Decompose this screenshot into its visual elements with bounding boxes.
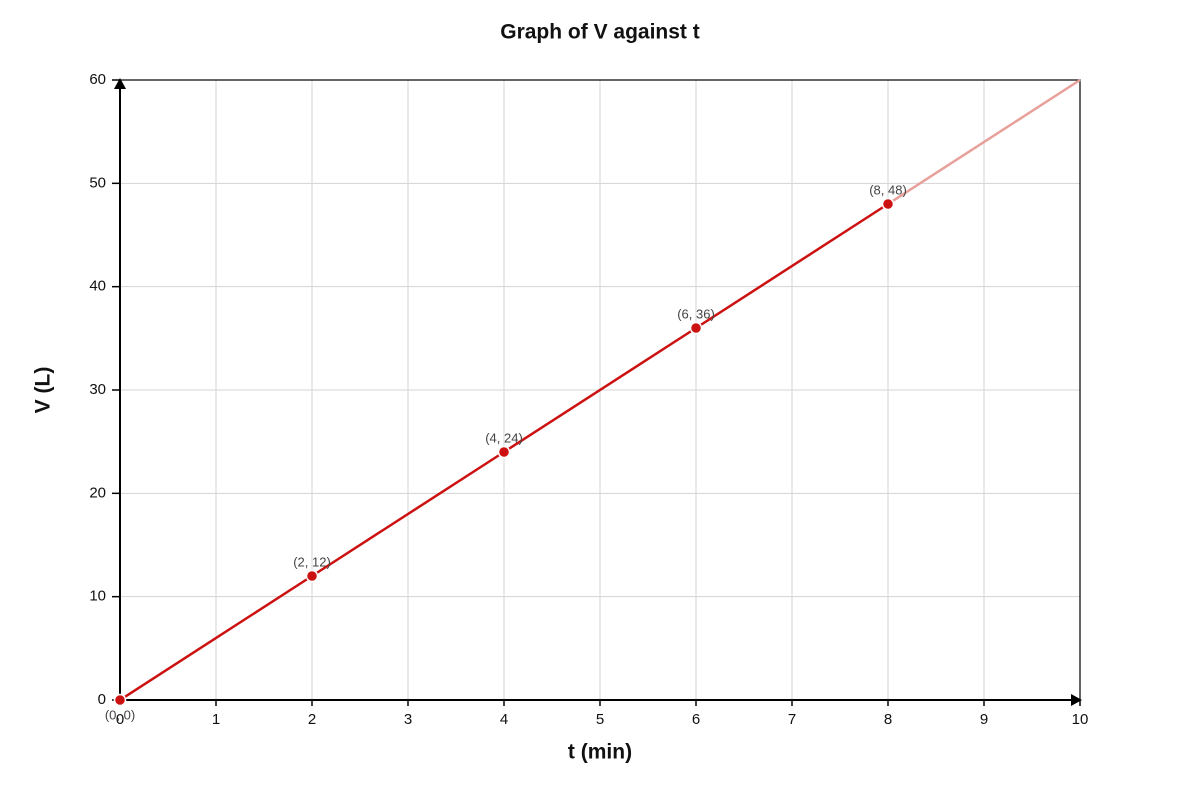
data-label: (0, 0) — [105, 707, 135, 722]
x-tick-label: 10 — [1072, 711, 1089, 728]
y-tick-label: 50 — [89, 174, 106, 191]
x-axis-label: t (min) — [568, 741, 632, 764]
data-label: (2, 12) — [293, 554, 331, 569]
x-axis-arrow — [1071, 694, 1082, 706]
y-tick-label: 0 — [98, 691, 106, 708]
y-tick-label: 20 — [89, 484, 106, 501]
x-tick-label: 0 — [116, 711, 124, 728]
x-tick-label: 6 — [692, 711, 700, 728]
x-tick-label: 9 — [980, 711, 988, 728]
x-tick-label: 8 — [884, 711, 892, 728]
data-line — [887, 78, 1081, 206]
data-point — [497, 445, 511, 459]
x-tick-label: 4 — [500, 711, 508, 728]
x-tick-label: 1 — [212, 711, 220, 728]
y-tick-label: 40 — [89, 278, 106, 295]
data-point — [113, 693, 127, 707]
data-point — [305, 569, 319, 583]
chart-title: Graph of V against t — [500, 21, 700, 44]
data-point — [689, 321, 703, 335]
x-tick-label: 5 — [596, 711, 604, 728]
y-axis-arrow — [114, 78, 126, 89]
y-tick-label: 30 — [89, 381, 106, 398]
data-label: (8, 48) — [869, 182, 907, 197]
data-point — [881, 197, 895, 211]
data-label: (4, 24) — [485, 430, 523, 445]
y-tick-label: 10 — [89, 588, 106, 605]
data-label: (6, 36) — [677, 306, 715, 321]
x-tick-label: 2 — [308, 711, 316, 728]
x-tick-label: 7 — [788, 711, 796, 728]
y-tick-label: 60 — [89, 71, 106, 88]
y-axis-label: V (L) — [32, 367, 55, 414]
x-tick-label: 3 — [404, 711, 412, 728]
